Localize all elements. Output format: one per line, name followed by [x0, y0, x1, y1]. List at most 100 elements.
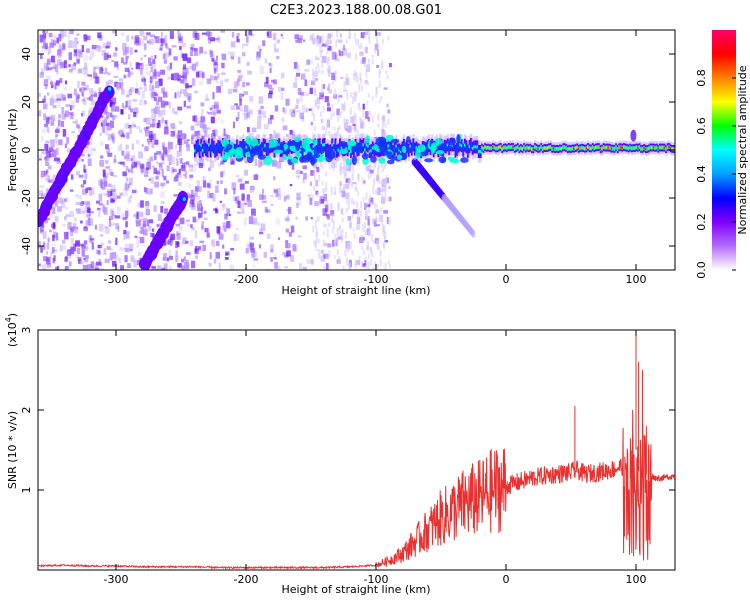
heatmap-cell	[229, 223, 233, 228]
heatmap-cell	[110, 222, 115, 226]
heatmap-cell	[257, 45, 262, 51]
heatmap-cell	[194, 48, 198, 56]
heatmap-cell	[353, 93, 356, 102]
heatmap-cell	[356, 146, 359, 154]
heatmap-cell	[164, 35, 168, 39]
heatmap-cell	[102, 42, 108, 49]
heatmap-cell	[186, 223, 191, 227]
heatmap-cell	[375, 215, 378, 224]
heatmap-cell	[496, 146, 499, 150]
heatmap-cell	[290, 158, 299, 164]
heatmap-cell	[663, 146, 666, 149]
heatmap-cell	[90, 50, 95, 57]
heatmap-cell	[283, 143, 289, 150]
heatmap-cell	[313, 174, 316, 181]
heatmap-cell	[111, 59, 114, 63]
heatmap-cell	[354, 38, 357, 45]
heatmap-cell	[341, 168, 344, 174]
heatmap-cell	[167, 76, 171, 80]
heatmap-cell	[339, 169, 342, 176]
heatmap-cell	[164, 126, 168, 134]
heatmap-cell	[299, 96, 303, 102]
heatmap-cell	[256, 51, 261, 58]
heatmap-cell	[129, 265, 132, 268]
heatmap-cell	[366, 64, 371, 73]
heatmap-cell	[159, 47, 163, 51]
heatmap-cell	[184, 140, 189, 145]
heatmap-cell	[131, 121, 136, 126]
heatmap-cell	[107, 152, 113, 157]
heatmap-cell	[189, 50, 193, 57]
heatmap-cell	[339, 186, 342, 194]
colorbar-tick-label: 0.0	[695, 261, 708, 279]
heatmap-cell	[55, 266, 59, 270]
heatmap-cell	[69, 30, 74, 35]
heatmap-cell	[273, 253, 277, 258]
colorbar-ticks: 0.00.20.40.60.8	[695, 69, 736, 279]
heatmap-cell	[498, 146, 501, 149]
heatmap-cell	[187, 85, 193, 88]
heatmap-cell	[353, 126, 356, 133]
heatmap-cell	[223, 222, 228, 228]
heatmap-cell	[383, 235, 386, 243]
heatmap-cell	[302, 165, 307, 170]
heatmap-cell	[182, 53, 188, 61]
heatmap-cell	[109, 99, 113, 108]
heatmap-cell	[294, 247, 298, 251]
heatmap-cell	[123, 229, 127, 235]
heatmap-cell	[268, 138, 278, 148]
heatmap-cell	[359, 77, 362, 85]
heatmap-cell	[224, 78, 229, 83]
heatmap-cell	[296, 72, 301, 77]
heatmap-cell	[309, 157, 317, 164]
heatmap-cell	[239, 99, 242, 106]
heatmap-cell	[222, 203, 226, 207]
heatmap-cell	[83, 96, 87, 105]
heatmap-cell	[384, 262, 387, 270]
heatmap-cell	[121, 32, 124, 37]
heatmap-cell	[325, 224, 328, 228]
heatmap-cell	[98, 46, 101, 53]
heatmap-cell	[346, 92, 349, 101]
heatmap-cell	[373, 218, 376, 223]
heatmap-cell	[320, 49, 324, 53]
heatmap-cell	[328, 57, 331, 62]
heatmap-cell	[389, 144, 392, 152]
heatmap-cell	[43, 95, 46, 103]
heatmap-cell	[58, 139, 63, 146]
heatmap-cell	[569, 147, 573, 151]
heatmap-cell	[162, 38, 168, 46]
heatmap-cell	[149, 156, 154, 162]
heatmap-cell	[68, 254, 71, 259]
heatmap-cell	[83, 70, 88, 76]
heatmap-cell	[251, 208, 257, 216]
heatmap-cell	[272, 33, 276, 41]
heatmap-cell	[198, 70, 204, 78]
heatmap-cell	[502, 146, 506, 150]
heatmap-cell	[360, 121, 364, 129]
heatmap-cell	[196, 158, 202, 166]
heatmap-cell	[610, 147, 613, 150]
heatmap-cell	[319, 161, 322, 168]
heatmap-cell	[580, 146, 584, 150]
heatmap-cell	[152, 58, 156, 65]
heatmap-cell	[75, 240, 80, 247]
heatmap-cell	[367, 261, 370, 270]
heatmap-cell	[192, 115, 196, 122]
heatmap-cell	[339, 225, 342, 230]
heatmap-cell	[331, 103, 334, 109]
heatmap-cell	[98, 210, 101, 217]
heatmap-cell	[126, 35, 130, 42]
heatmap-cell	[129, 87, 134, 92]
heatmap-cell	[162, 109, 166, 116]
heatmap-cell	[372, 221, 375, 225]
heatmap-cell	[105, 131, 109, 136]
heatmap-cell	[300, 145, 303, 149]
heatmap-cell	[252, 217, 258, 225]
heatmap-cell	[103, 109, 107, 115]
heatmap-cell	[83, 226, 87, 229]
heatmap-cell	[247, 70, 252, 75]
heatmap-cell	[65, 207, 69, 210]
heatmap-cell	[130, 166, 134, 174]
heatmap-cell	[149, 84, 154, 92]
